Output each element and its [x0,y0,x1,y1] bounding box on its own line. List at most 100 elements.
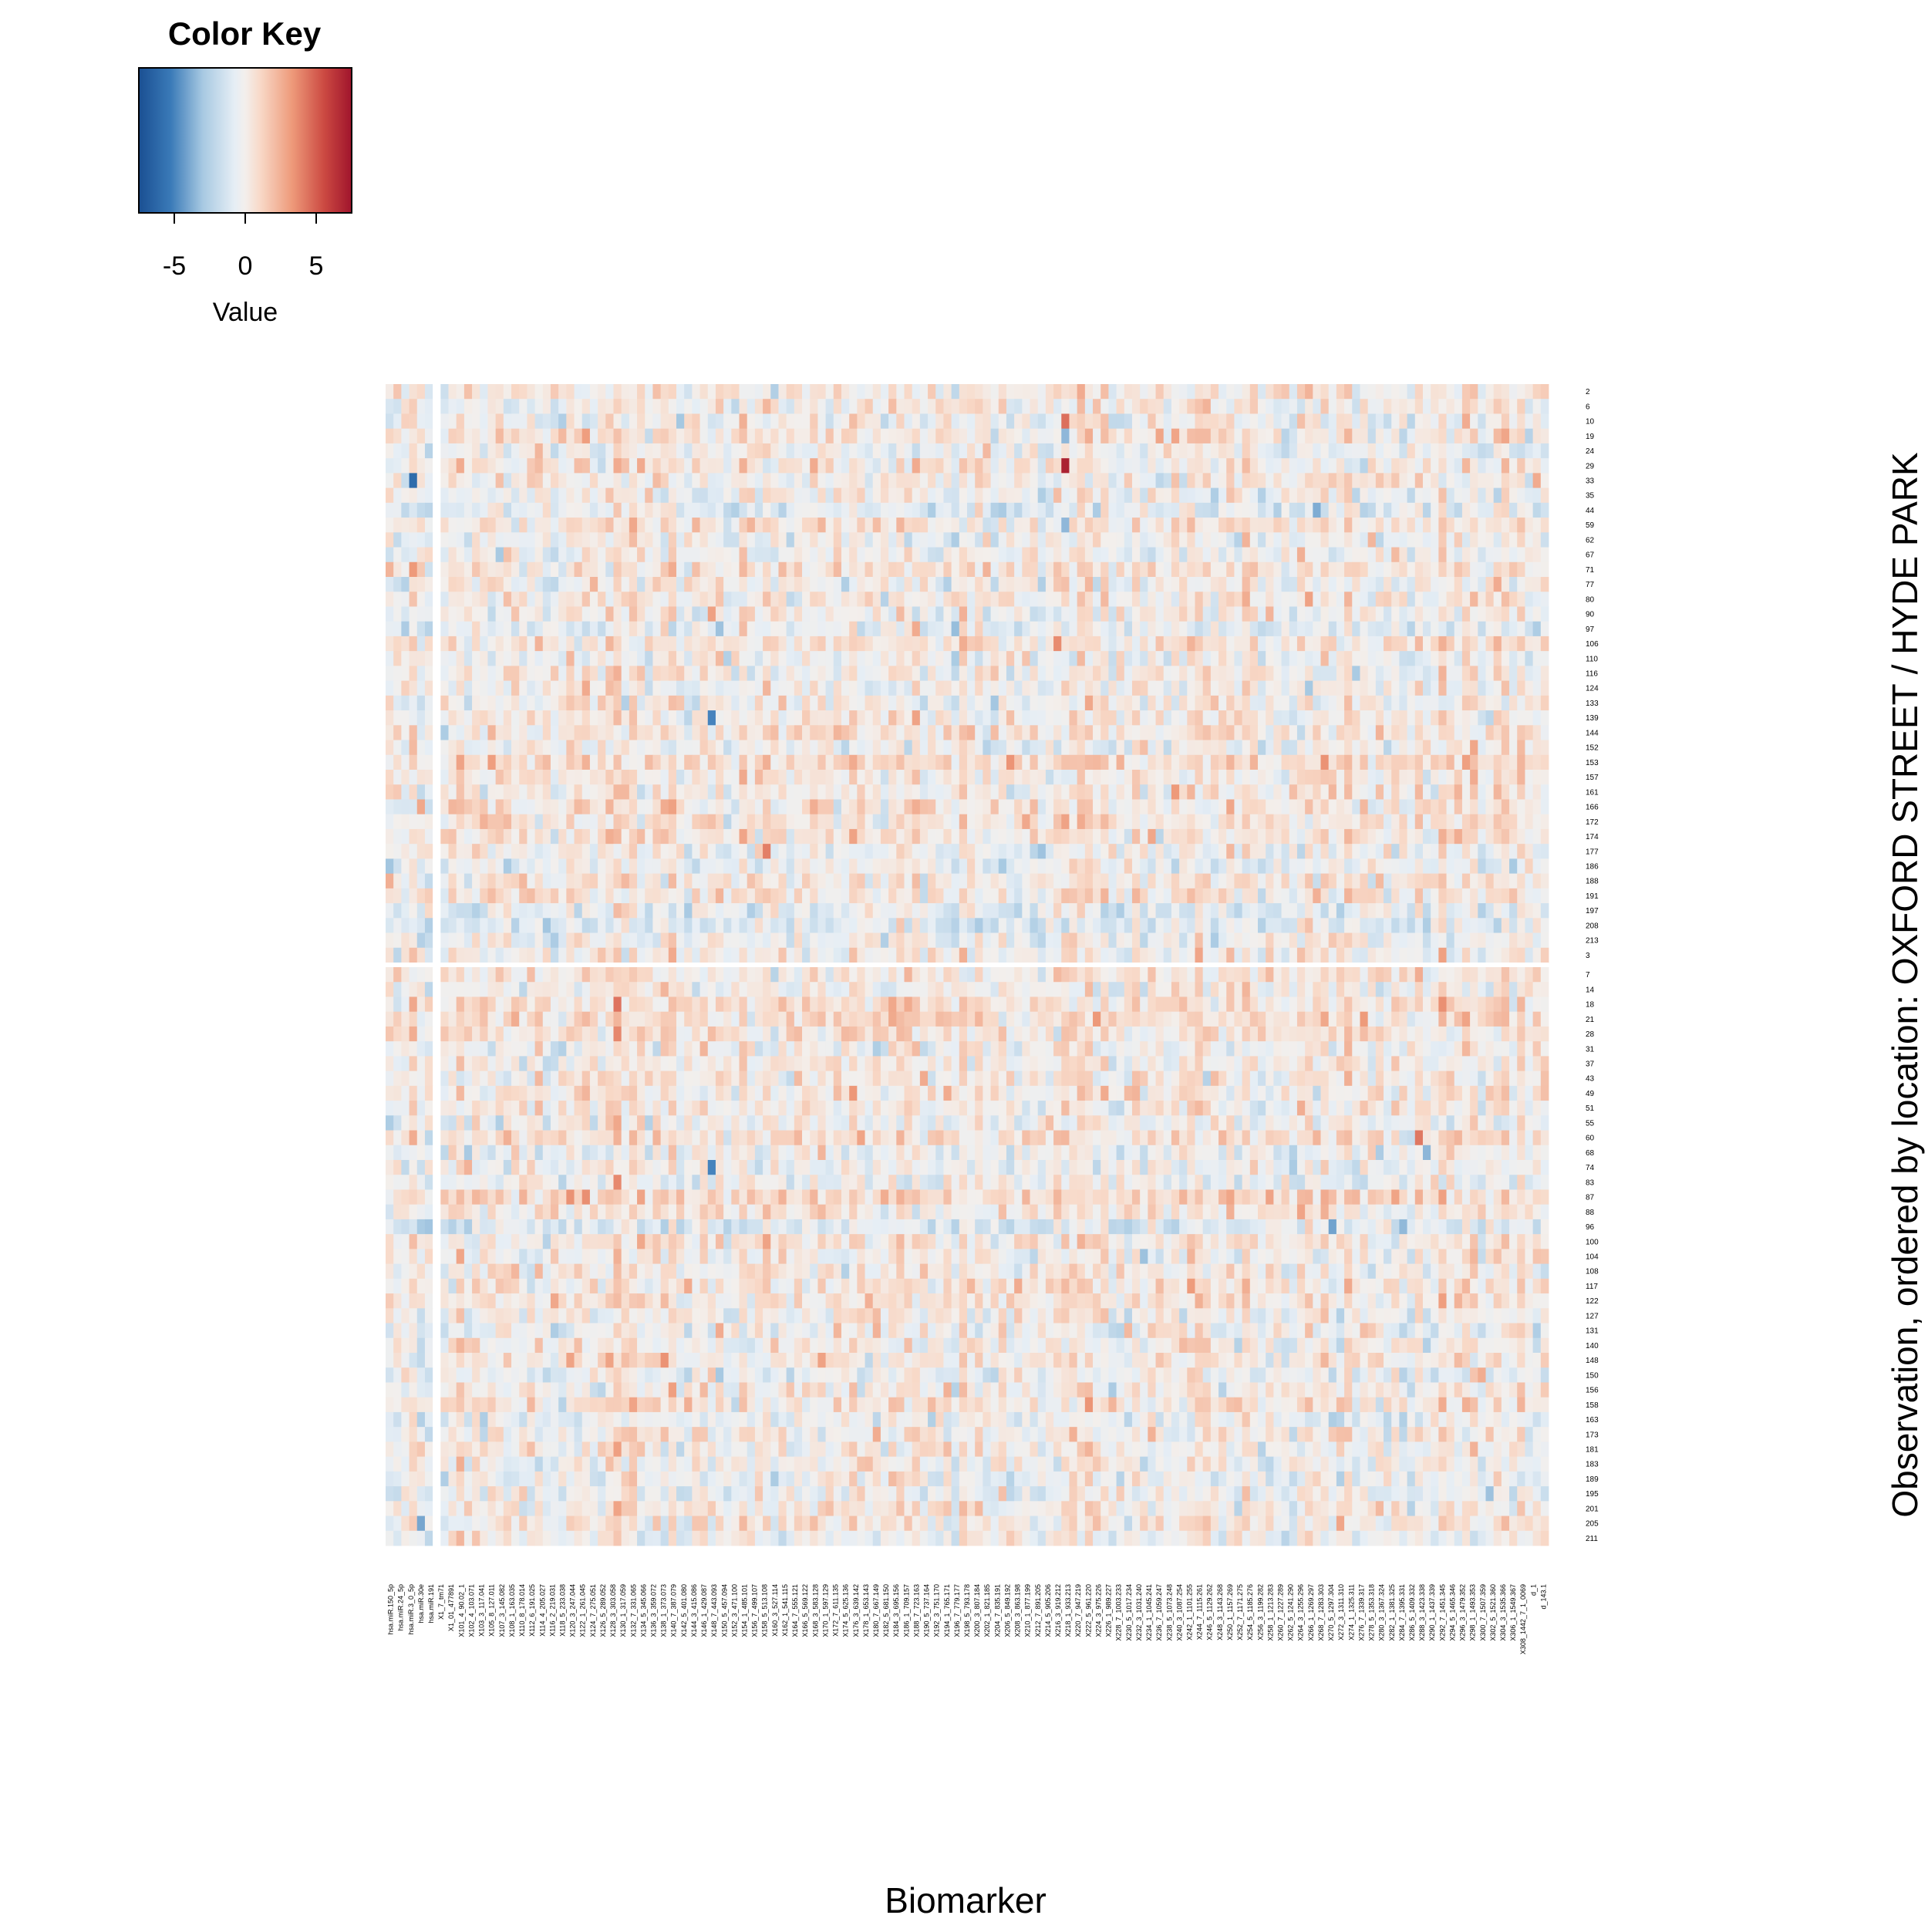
heatmap-cell [519,784,528,800]
heatmap-cell [472,696,480,711]
heatmap-cell [622,740,630,756]
heatmap-cell [629,458,638,474]
heatmap-cell [527,488,535,504]
heatmap-cell [1344,725,1353,740]
heatmap-cell [401,384,410,400]
heatmap-cell [645,651,653,666]
heatmap-cell [1289,622,1298,637]
heatmap-cell [417,858,426,874]
heatmap-cell [865,458,874,474]
heatmap-cell [1368,399,1377,414]
heatmap-cell [873,592,881,607]
heatmap-cell [1525,844,1533,859]
heatmap-cell [1273,413,1282,429]
heatmap-cell [1282,488,1290,504]
heatmap-cell [386,770,394,785]
heatmap-cell [1273,443,1282,459]
heatmap-cell [740,429,748,444]
heatmap-cell [991,681,999,696]
heatmap-cell [605,814,614,830]
heatmap-cell [1030,681,1039,696]
heatmap-cell [817,740,826,756]
heatmap-cell [826,829,834,845]
heatmap-cell [1006,562,1015,578]
heatmap-cell [684,548,693,563]
heatmap-cell [1368,710,1377,726]
heatmap-cell [551,725,559,740]
heatmap-cell [605,518,614,533]
heatmap-cell [487,562,496,578]
heatmap-cell [1329,518,1337,533]
heatmap-cell [1297,518,1306,533]
heatmap-cell [935,696,944,711]
heatmap-cell [1117,399,1125,414]
heatmap-cell [1336,606,1345,622]
heatmap-cell [433,844,441,859]
heatmap-cell [1156,458,1165,474]
heatmap-cell [440,710,449,726]
heatmap-cell [1187,651,1195,666]
heatmap-cell [904,622,912,637]
heatmap-cell [535,844,544,859]
heatmap-cell [425,473,433,488]
heatmap-cell [504,636,512,652]
heatmap-cell [1438,829,1447,845]
heatmap-cell [1179,740,1188,756]
heatmap-cell [1391,784,1400,800]
heatmap-cell [1415,829,1424,845]
heatmap-cell [763,784,771,800]
heatmap-cell [1085,755,1094,770]
heatmap-cell [457,740,465,756]
heatmap-cell [1069,562,1077,578]
heatmap-cell [558,518,567,533]
heatmap-cell [543,651,551,666]
heatmap-cell [504,651,512,666]
heatmap-cell [857,799,865,814]
heatmap-cell [1454,429,1463,444]
heatmap-cell [1289,562,1298,578]
heatmap-cell [700,666,709,681]
heatmap-cell [1360,592,1368,607]
heatmap-cell [661,636,669,652]
heatmap-cell [457,696,465,711]
heatmap-cell [519,488,528,504]
heatmap-cell [723,740,732,756]
heatmap-cell [504,622,512,637]
heatmap-cell [511,458,520,474]
heatmap-cell [1117,503,1125,518]
heatmap-cell [912,443,921,459]
heatmap-cell [652,562,661,578]
heatmap-cell [826,814,834,830]
heatmap-cell [1352,725,1360,740]
heatmap-cell [1061,710,1070,726]
heatmap-cell [1250,532,1259,548]
heatmap-cell [1226,458,1235,474]
heatmap-cell [794,814,803,830]
heatmap-cell [1187,503,1195,518]
heatmap-cell [1438,577,1447,592]
heatmap-cell [787,799,795,814]
heatmap-cell [1093,562,1101,578]
heatmap-cell [1352,413,1360,429]
heatmap-cell [865,814,874,830]
heatmap-cell [417,770,426,785]
heatmap-cell [1431,532,1439,548]
heatmap-cell [1438,458,1447,474]
heatmap-cell [629,606,638,622]
heatmap-cell [1061,562,1070,578]
heatmap-cell [1329,532,1337,548]
heatmap-cell [1085,651,1094,666]
heatmap-cell [425,636,433,652]
heatmap-cell [1391,548,1400,563]
heatmap-cell [669,770,677,785]
heatmap-cell [1329,784,1337,800]
heatmap-cell [1431,429,1439,444]
heatmap-cell [1533,384,1542,400]
heatmap-cell [1156,874,1165,889]
heatmap-cell [896,725,905,740]
heatmap-cell [1226,858,1235,874]
heatmap-cell [716,488,724,504]
heatmap-cell [613,443,622,459]
heatmap-cell [1053,681,1062,696]
heatmap-cell [590,384,598,400]
